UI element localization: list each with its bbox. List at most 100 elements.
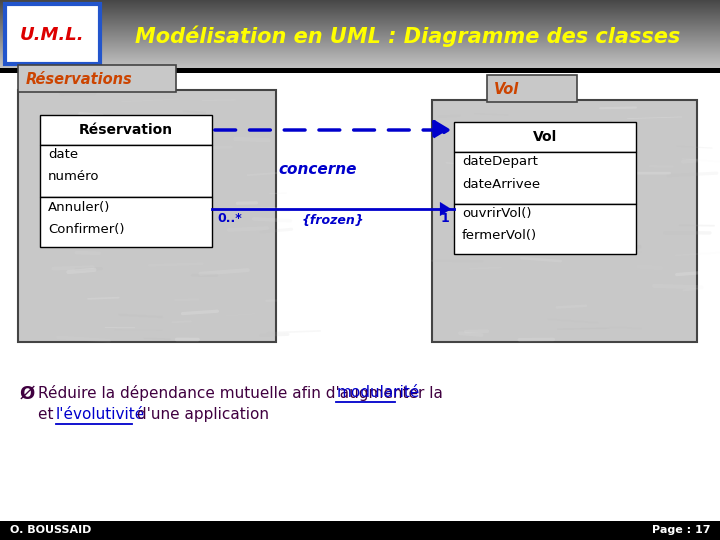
Bar xyxy=(0,10,720,11)
Text: ouvrirVol(): ouvrirVol() xyxy=(462,207,531,220)
FancyArrowPatch shape xyxy=(215,122,448,138)
Bar xyxy=(5,4,100,64)
Bar xyxy=(0,67,720,68)
Bar xyxy=(0,19,720,20)
Text: l'évolutivité: l'évolutivité xyxy=(55,407,145,422)
Bar xyxy=(0,58,720,59)
Bar xyxy=(0,47,720,48)
Bar xyxy=(454,204,636,254)
Bar xyxy=(0,5,720,6)
Text: O. BOUSSAID: O. BOUSSAID xyxy=(10,525,91,535)
Bar xyxy=(0,34,720,35)
Bar xyxy=(454,122,636,152)
Bar xyxy=(18,90,276,342)
Text: modularité: modularité xyxy=(336,385,420,400)
Bar xyxy=(0,42,720,43)
Bar xyxy=(0,3,720,4)
Bar xyxy=(0,50,720,51)
Text: 1: 1 xyxy=(440,212,449,225)
Bar xyxy=(0,1,720,2)
Bar xyxy=(0,15,720,16)
Bar xyxy=(0,57,720,58)
Bar xyxy=(0,37,720,38)
Bar xyxy=(0,12,720,13)
Bar xyxy=(0,18,720,19)
Bar xyxy=(0,66,720,67)
Bar xyxy=(40,197,212,247)
Text: Modélisation en UML : Diagramme des classes: Modélisation en UML : Diagramme des clas… xyxy=(135,25,680,47)
Text: U.M.L.: U.M.L. xyxy=(19,26,84,44)
Bar xyxy=(0,45,720,46)
Bar xyxy=(0,22,720,23)
Text: Ø: Ø xyxy=(20,385,35,403)
Bar xyxy=(0,59,720,60)
Text: d'une application: d'une application xyxy=(132,407,269,422)
Bar xyxy=(0,40,720,41)
Bar xyxy=(0,28,720,29)
Bar xyxy=(0,53,720,54)
Bar xyxy=(0,54,720,55)
Bar xyxy=(432,100,697,342)
Bar xyxy=(0,61,720,62)
Bar xyxy=(0,41,720,42)
Bar xyxy=(0,32,720,33)
Text: Confirmer(): Confirmer() xyxy=(48,222,125,235)
Bar xyxy=(0,11,720,12)
Text: dateArrivee: dateArrivee xyxy=(462,178,540,191)
Bar xyxy=(0,7,720,8)
Text: 0..*: 0..* xyxy=(217,212,242,225)
Bar xyxy=(0,60,720,61)
Text: dateDepart: dateDepart xyxy=(462,156,538,168)
Bar xyxy=(0,16,720,17)
Bar xyxy=(0,29,720,30)
Bar xyxy=(0,36,720,37)
Bar xyxy=(0,55,720,56)
Bar xyxy=(0,2,720,3)
Text: Vol: Vol xyxy=(533,130,557,144)
Bar xyxy=(0,68,720,73)
Bar xyxy=(454,152,636,204)
Bar xyxy=(0,14,720,15)
Bar xyxy=(0,17,720,18)
FancyArrowPatch shape xyxy=(435,202,451,216)
Bar xyxy=(0,38,720,39)
Bar xyxy=(0,62,720,63)
Bar xyxy=(0,25,720,26)
Bar xyxy=(0,0,720,1)
Bar xyxy=(0,46,720,47)
Bar xyxy=(0,51,720,52)
Text: et: et xyxy=(38,407,58,422)
Text: Réservations: Réservations xyxy=(26,71,132,86)
Bar xyxy=(0,521,720,540)
Bar xyxy=(0,65,720,66)
Text: Page : 17: Page : 17 xyxy=(652,525,710,535)
Bar xyxy=(0,31,720,32)
Bar xyxy=(0,23,720,24)
Bar xyxy=(0,52,720,53)
Text: numéro: numéro xyxy=(48,171,99,184)
Bar xyxy=(0,4,720,5)
Bar xyxy=(0,20,720,21)
Bar xyxy=(0,69,720,70)
Text: date: date xyxy=(48,148,78,161)
Bar xyxy=(487,75,577,102)
Bar xyxy=(0,13,720,14)
Bar xyxy=(40,145,212,197)
Text: Vol: Vol xyxy=(494,82,519,97)
Bar xyxy=(0,6,720,7)
Bar xyxy=(0,56,720,57)
Text: Réservation: Réservation xyxy=(79,123,173,137)
Bar xyxy=(0,44,720,45)
Bar xyxy=(0,48,720,49)
Bar xyxy=(0,30,720,31)
Bar xyxy=(0,33,720,34)
Text: Annuler(): Annuler() xyxy=(48,200,110,213)
Bar xyxy=(0,21,720,22)
Bar xyxy=(0,26,720,27)
Text: concerne: concerne xyxy=(279,162,357,177)
Bar xyxy=(0,68,720,69)
Bar xyxy=(0,35,720,36)
Bar xyxy=(18,65,176,92)
Bar xyxy=(0,39,720,40)
Bar xyxy=(0,8,720,9)
